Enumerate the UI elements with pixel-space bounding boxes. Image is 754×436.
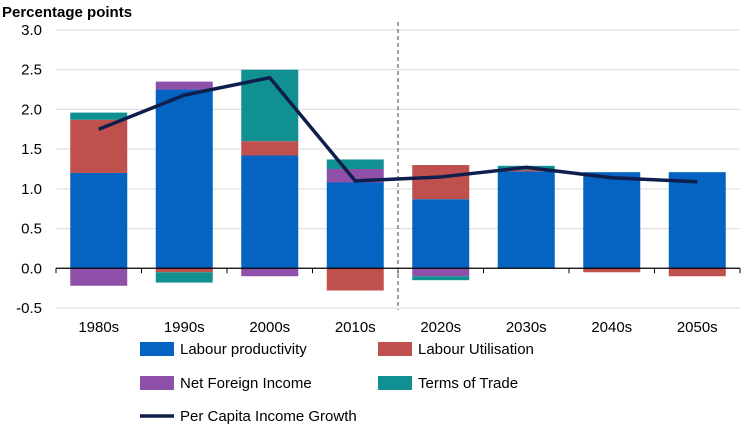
bar-labour-utilisation-1990s	[155, 268, 213, 273]
bar-labour-productivity-1990s	[155, 89, 213, 269]
legend-item-terms-of-trade: Terms of Trade	[378, 375, 518, 392]
y-tick-label: 1.5	[21, 141, 42, 158]
bar-labour-utilisation-2050s	[668, 268, 726, 277]
legend-swatch	[140, 376, 174, 390]
legend-item-labour-productivity: Labour productivity	[140, 341, 307, 358]
legend-label: Labour Utilisation	[418, 341, 534, 358]
x-tick-label: 2000s	[249, 319, 290, 336]
y-tick-label: -0.5	[16, 300, 42, 317]
bar-terms-of-trade-2010s	[326, 159, 384, 169]
x-tick-label: 1980s	[78, 319, 119, 336]
y-tick-label: 2.0	[21, 101, 42, 118]
bar-labour-productivity-2010s	[326, 182, 384, 269]
y-tick-label: 0.5	[21, 221, 42, 238]
bar-labour-utilisation-2040s	[583, 268, 641, 273]
line-per-capita-income-growth	[98, 75, 698, 184]
y-tick-label: 1.0	[21, 181, 42, 198]
legend-item-labour-utilisation: Labour Utilisation	[378, 341, 534, 358]
bar-terms-of-trade-1980s	[70, 112, 128, 120]
legend-swatch	[378, 376, 412, 390]
bar-terms-of-trade-1990s	[155, 272, 213, 283]
legend-label: Net Foreign Income	[180, 375, 312, 392]
bar-net-foreign-income-1990s	[155, 81, 213, 90]
bar-net-foreign-income-2000s	[241, 268, 299, 277]
bar-terms-of-trade-2020s	[412, 276, 470, 281]
bar-labour-productivity-2000s	[241, 155, 299, 269]
x-tick-label: 1990s	[164, 319, 205, 336]
legend-label: Per Capita Income Growth	[180, 408, 357, 425]
bar-labour-utilisation-2030s	[497, 169, 555, 172]
legend-label: Terms of Trade	[418, 375, 518, 392]
legend-item-per-capita-income-growth: Per Capita Income Growth	[140, 408, 357, 425]
legend-item-net-foreign-income: Net Foreign Income	[140, 375, 312, 392]
y-tick-label: 2.5	[21, 62, 42, 79]
bar-labour-productivity-2040s	[583, 172, 641, 269]
legend: Labour productivity Labour Utilisation Net…	[140, 341, 534, 425]
line-series	[98, 75, 698, 184]
legend-label: Labour productivity	[180, 341, 307, 358]
bar-labour-utilisation-2010s	[326, 268, 384, 291]
y-tick-labels: 3.0 2.5 2.0 1.5 1.0 0.5 0.0 -0.5	[16, 22, 42, 317]
bar-labour-productivity-2020s	[412, 199, 470, 269]
legend-swatch	[378, 342, 412, 356]
y-axis-label: Percentage points	[2, 4, 132, 21]
x-tick-label: 2040s	[591, 319, 632, 336]
bar-labour-productivity-2030s	[497, 171, 555, 269]
x-tick-label: 2020s	[420, 319, 461, 336]
bar-labour-utilisation-2000s	[241, 141, 299, 156]
x-tick-label: 2030s	[506, 319, 547, 336]
bar-net-foreign-income-1980s	[70, 268, 128, 286]
bar-labour-utilisation-2020s	[412, 165, 470, 200]
y-tick-label: 0.0	[21, 260, 42, 277]
legend-swatch	[140, 342, 174, 356]
x-tick-labels: 1980s 1990s 2000s 2010s 2020s 2030s 2040s 2050s	[78, 319, 717, 336]
x-tick-label: 2010s	[335, 319, 376, 336]
bar-net-foreign-income-2020s	[412, 268, 470, 277]
x-tick-label: 2050s	[677, 319, 718, 336]
bar-labour-productivity-2050s	[668, 172, 726, 269]
bar-labour-productivity-1980s	[70, 172, 128, 269]
y-tick-label: 3.0	[21, 22, 42, 39]
